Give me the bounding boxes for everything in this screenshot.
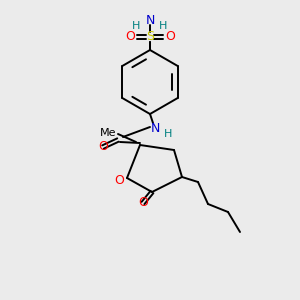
Text: O: O — [98, 140, 108, 154]
Text: Me: Me — [100, 128, 116, 138]
Text: H: H — [164, 129, 172, 139]
Text: H: H — [159, 21, 167, 31]
Text: N: N — [150, 122, 160, 134]
Text: O: O — [165, 31, 175, 44]
Text: O: O — [125, 31, 135, 44]
Text: N: N — [145, 14, 155, 26]
Text: O: O — [114, 175, 124, 188]
Text: O: O — [138, 196, 148, 209]
Text: S: S — [146, 31, 154, 44]
Text: H: H — [132, 21, 140, 31]
